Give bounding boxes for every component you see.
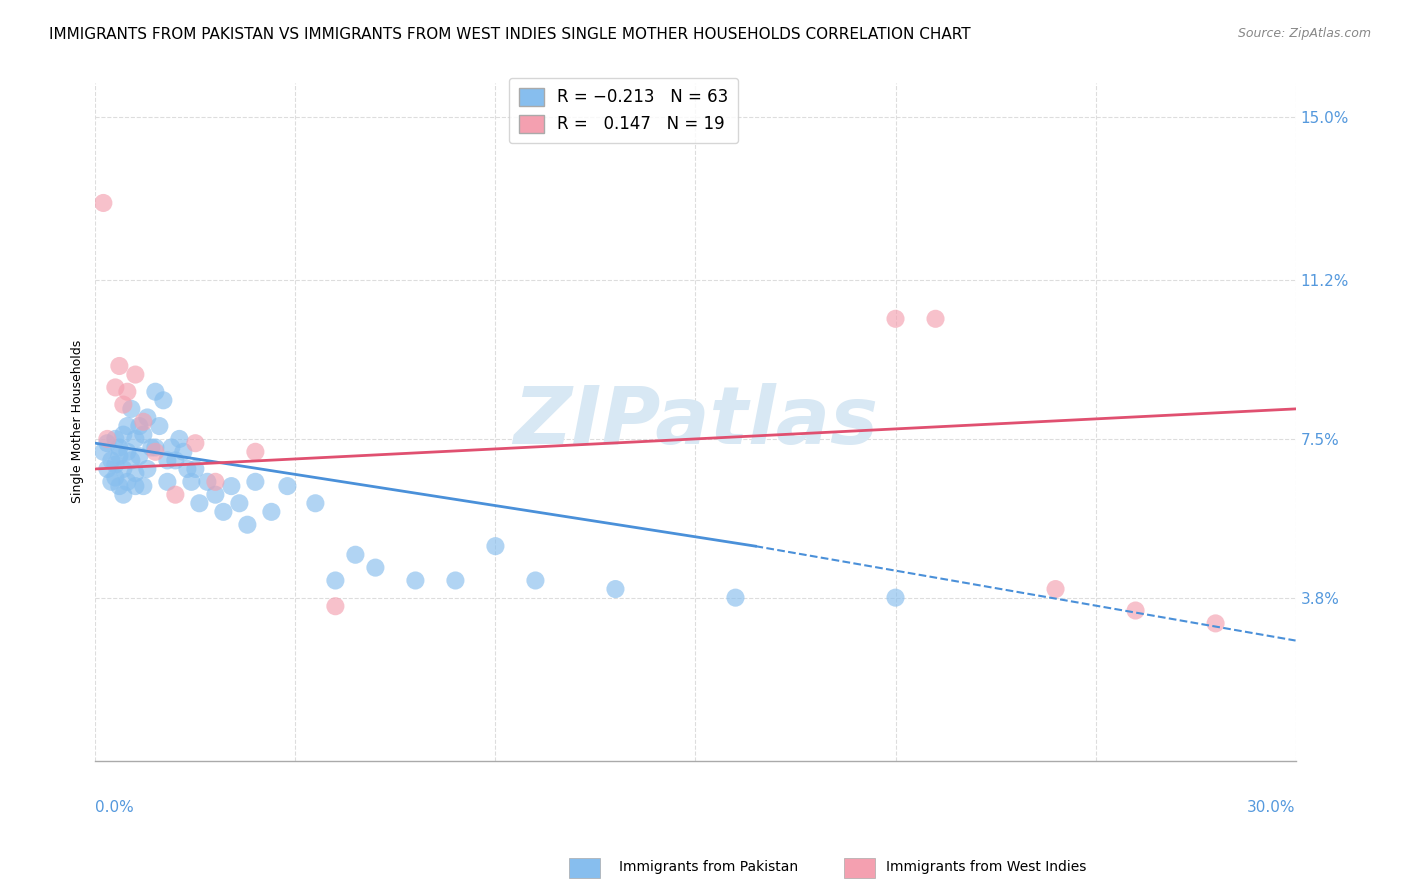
Point [884, 591, 907, 605]
Point [100, 453, 122, 467]
Point [143, 441, 166, 455]
Point [112, 462, 135, 476]
Point [404, 574, 426, 588]
Point [169, 432, 191, 446]
Point [112, 488, 135, 502]
Point [124, 467, 146, 481]
Text: Immigrants from Pakistan: Immigrants from Pakistan [619, 860, 797, 874]
Point [93, 444, 115, 458]
Point [100, 475, 122, 489]
Point [108, 359, 131, 373]
Point [236, 517, 259, 532]
Point [141, 441, 163, 455]
Point [132, 479, 155, 493]
Point [172, 444, 194, 458]
Point [195, 475, 218, 489]
Point [96, 436, 118, 450]
Point [184, 462, 207, 476]
Point [128, 449, 150, 463]
Point [104, 458, 127, 472]
Point [325, 599, 347, 614]
Point [1045, 582, 1067, 596]
Point [1125, 603, 1147, 617]
Point [484, 539, 506, 553]
Point [204, 475, 226, 489]
Point [344, 548, 367, 562]
Point [160, 441, 183, 455]
Point [176, 462, 198, 476]
Point [120, 401, 142, 416]
Point [124, 432, 146, 446]
Point [245, 475, 267, 489]
Point [108, 449, 131, 463]
Point [165, 488, 187, 502]
Text: 30.0%: 30.0% [1247, 799, 1295, 814]
Point [143, 444, 166, 458]
Text: Immigrants from West Indies: Immigrants from West Indies [886, 860, 1087, 874]
Point [221, 479, 243, 493]
Point [104, 470, 127, 484]
Point [524, 574, 547, 588]
Point [132, 427, 155, 442]
Point [124, 479, 146, 493]
Point [212, 505, 235, 519]
Point [117, 475, 139, 489]
Point [112, 398, 135, 412]
Point [117, 419, 139, 434]
Point [364, 560, 387, 574]
Point [136, 410, 159, 425]
Point [96, 432, 118, 446]
Point [1205, 616, 1227, 631]
Point [924, 311, 946, 326]
Point [112, 427, 135, 442]
Point [136, 462, 159, 476]
Point [120, 453, 142, 467]
Point [184, 436, 207, 450]
Point [93, 196, 115, 211]
Point [152, 393, 174, 408]
Point [724, 591, 747, 605]
Point [156, 475, 179, 489]
Text: IMMIGRANTS FROM PAKISTAN VS IMMIGRANTS FROM WEST INDIES SINGLE MOTHER HOUSEHOLDS: IMMIGRANTS FROM PAKISTAN VS IMMIGRANTS F… [49, 27, 970, 42]
Text: Source: ZipAtlas.com: Source: ZipAtlas.com [1237, 27, 1371, 40]
Point [188, 496, 211, 510]
Legend: R = −0.213   N = 63, R =   0.147   N = 19: R = −0.213 N = 63, R = 0.147 N = 19 [509, 78, 738, 144]
Point [260, 505, 283, 519]
Point [245, 444, 267, 458]
Point [117, 384, 139, 399]
Point [884, 311, 907, 326]
Point [444, 574, 467, 588]
Point [132, 415, 155, 429]
Point [124, 368, 146, 382]
Point [325, 574, 347, 588]
Point [117, 444, 139, 458]
Point [228, 496, 250, 510]
Point [605, 582, 627, 596]
Point [156, 453, 179, 467]
Text: ZIPatlas: ZIPatlas [513, 383, 877, 461]
Point [96, 462, 118, 476]
Y-axis label: Single Mother Households: Single Mother Households [72, 340, 84, 503]
Point [165, 453, 187, 467]
Point [276, 479, 298, 493]
Point [304, 496, 326, 510]
Point [180, 475, 202, 489]
Point [108, 441, 131, 455]
Point [108, 479, 131, 493]
Point [204, 488, 226, 502]
Text: 0.0%: 0.0% [96, 799, 134, 814]
Point [143, 384, 166, 399]
Point [104, 380, 127, 394]
Point [104, 432, 127, 446]
Point [148, 419, 170, 434]
Point [128, 419, 150, 434]
